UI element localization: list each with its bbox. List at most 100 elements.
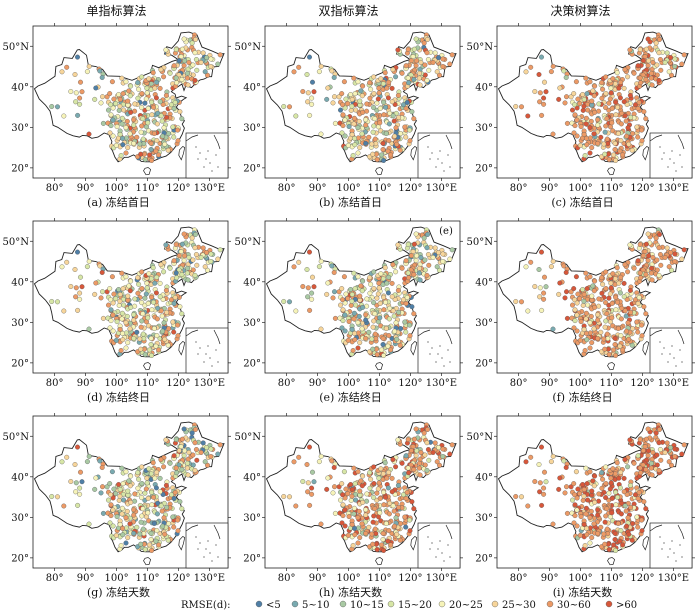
station-point bbox=[414, 253, 420, 259]
station-point bbox=[610, 271, 616, 277]
station-point bbox=[139, 74, 145, 80]
station-point bbox=[616, 280, 622, 286]
station-point bbox=[574, 105, 580, 111]
inset-islands bbox=[417, 134, 453, 172]
station-point bbox=[106, 107, 111, 113]
station-point bbox=[179, 241, 185, 247]
station-point bbox=[150, 265, 156, 271]
station-point bbox=[623, 508, 629, 514]
station-point bbox=[378, 466, 384, 472]
station-point bbox=[583, 115, 589, 121]
station-point bbox=[613, 99, 619, 105]
station-point bbox=[157, 294, 163, 300]
station-point bbox=[612, 140, 618, 146]
station-point bbox=[666, 459, 672, 465]
station-point bbox=[595, 117, 601, 123]
station-point bbox=[550, 63, 556, 69]
station-point bbox=[107, 481, 113, 487]
station-point bbox=[525, 113, 531, 119]
station-point bbox=[622, 262, 628, 268]
station-point bbox=[617, 538, 623, 544]
station-point bbox=[602, 346, 608, 352]
station-point bbox=[604, 526, 610, 532]
station-point bbox=[368, 476, 374, 482]
station-point bbox=[591, 131, 597, 137]
station-point bbox=[657, 57, 663, 62]
station-point bbox=[341, 79, 347, 85]
station-point bbox=[97, 458, 103, 464]
station-point bbox=[557, 280, 563, 286]
station-point bbox=[208, 454, 214, 459]
station-point bbox=[371, 495, 377, 501]
station-point bbox=[100, 120, 106, 126]
station-point bbox=[138, 541, 144, 547]
station-point bbox=[572, 492, 578, 498]
station-point bbox=[151, 131, 157, 136]
station-point bbox=[162, 141, 168, 147]
station-point bbox=[380, 147, 386, 152]
station-point bbox=[607, 486, 613, 492]
station-point bbox=[147, 347, 153, 353]
station-point bbox=[116, 107, 122, 113]
x-tick-label: 110° bbox=[367, 573, 391, 584]
station-point bbox=[657, 37, 662, 42]
station-point bbox=[163, 437, 169, 443]
station-point bbox=[571, 286, 577, 292]
station-point bbox=[613, 502, 619, 508]
station-point bbox=[135, 80, 141, 86]
station-point bbox=[603, 300, 609, 306]
y-tick-label: 50°N bbox=[235, 237, 262, 248]
station-point bbox=[171, 496, 177, 501]
station-point bbox=[571, 130, 577, 136]
station-point bbox=[172, 490, 178, 495]
station-point bbox=[349, 298, 355, 304]
station-point bbox=[136, 476, 142, 482]
station-point bbox=[380, 81, 386, 87]
station-point bbox=[146, 466, 152, 472]
station-point bbox=[404, 490, 410, 495]
station-point bbox=[125, 98, 131, 104]
station-point bbox=[403, 106, 409, 111]
station-point bbox=[338, 107, 343, 113]
station-point bbox=[309, 95, 315, 101]
station-point bbox=[127, 93, 133, 99]
station-point bbox=[307, 54, 312, 60]
y-tick-label: 50°N bbox=[467, 42, 494, 53]
station-point bbox=[638, 80, 644, 86]
station-point bbox=[374, 547, 380, 553]
station-point bbox=[537, 90, 543, 96]
station-point bbox=[635, 496, 641, 501]
station-point bbox=[656, 245, 662, 251]
station-point bbox=[117, 522, 123, 527]
station-point bbox=[649, 82, 655, 88]
x-tick-label: 90° bbox=[77, 378, 95, 389]
station-point bbox=[151, 326, 157, 331]
station-point bbox=[86, 63, 92, 69]
station-point bbox=[557, 85, 563, 91]
station-point bbox=[403, 453, 409, 459]
station-point bbox=[575, 291, 581, 297]
station-point bbox=[626, 336, 632, 342]
station-point bbox=[208, 56, 214, 62]
station-point bbox=[348, 92, 354, 97]
station-point bbox=[589, 488, 595, 494]
station-point bbox=[384, 280, 390, 286]
station-point bbox=[627, 242, 633, 248]
station-point bbox=[592, 83, 598, 89]
station-point bbox=[61, 113, 67, 119]
station-point bbox=[182, 253, 188, 259]
station-point bbox=[140, 311, 146, 317]
station-point bbox=[570, 302, 575, 308]
station-point bbox=[381, 158, 387, 163]
station-point bbox=[587, 469, 593, 475]
y-tick-label: 50°N bbox=[467, 237, 494, 248]
station-point bbox=[612, 471, 618, 477]
station-point bbox=[145, 510, 151, 516]
station-point bbox=[128, 473, 134, 479]
station-point bbox=[351, 316, 357, 322]
station-point bbox=[425, 252, 431, 257]
y-tick-label: 40° bbox=[475, 277, 493, 288]
station-point bbox=[602, 129, 608, 135]
station-point bbox=[179, 272, 185, 277]
station-point bbox=[590, 88, 596, 94]
